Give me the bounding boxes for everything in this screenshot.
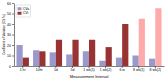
y-tick-mark bbox=[12, 3, 14, 4]
x-tick-label: 1d bbox=[54, 68, 58, 72]
x-tick: 8 wk(1) bbox=[133, 66, 144, 72]
x-tick: 1 wk(1) bbox=[83, 66, 94, 72]
legend-item: CVi bbox=[18, 11, 29, 15]
y-tick: 60 bbox=[7, 2, 14, 6]
legend-swatch bbox=[18, 7, 22, 10]
y-axis-line bbox=[14, 4, 15, 67]
y-tick-label: 20 bbox=[7, 44, 11, 48]
bar bbox=[122, 24, 128, 66]
x-axis: 1 hr 10hr 1d 5d 1 wk(1) 1 wk(2) 6 w 8 wk(1) 8 wk… bbox=[15, 66, 165, 72]
bar bbox=[116, 58, 122, 66]
y-tick-label: 30 bbox=[7, 33, 11, 37]
y-tick-label: 40 bbox=[7, 23, 11, 27]
legend-swatch bbox=[18, 12, 22, 15]
legend-item: CVa bbox=[18, 7, 30, 11]
x-tick: 6 w bbox=[119, 66, 125, 72]
bar bbox=[16, 45, 22, 66]
x-tick: 1 hr bbox=[20, 66, 27, 72]
bar bbox=[56, 40, 62, 66]
y-tick-mark bbox=[12, 45, 14, 46]
bar bbox=[155, 8, 161, 66]
y-tick-mark bbox=[12, 35, 14, 36]
y-tick-label: 0 bbox=[9, 65, 11, 69]
x-tick: 10hr bbox=[36, 66, 44, 72]
y-tick: 50 bbox=[7, 12, 14, 16]
x-tick-label: 8 wk(2) bbox=[150, 68, 161, 72]
bar bbox=[99, 61, 105, 66]
y-tick: 0 bbox=[9, 65, 14, 69]
y-tick-mark bbox=[12, 66, 14, 67]
legend-frame bbox=[16, 5, 31, 17]
bars bbox=[16, 8, 161, 66]
chart: 1 hr 10hr 1d 5d 1 wk(1) 1 wk(2) 6 w 8 wk(1) 8 wk… bbox=[0, 0, 167, 80]
x-tick-label: 8 wk(1) bbox=[133, 68, 144, 72]
y-axis: 0 10 20 30 40 50 60 bbox=[7, 2, 14, 69]
x-tick-label: 1 hr bbox=[20, 68, 27, 72]
y-tick: 30 bbox=[7, 33, 14, 37]
bar bbox=[72, 40, 78, 66]
y-tick-mark bbox=[12, 14, 14, 15]
bar bbox=[133, 56, 139, 67]
bar bbox=[139, 19, 145, 66]
x-tick-label: 1 wk(1) bbox=[83, 68, 94, 72]
bar bbox=[149, 59, 155, 66]
bar bbox=[106, 47, 112, 66]
x-tick: 1 wk(2) bbox=[100, 66, 111, 72]
y-tick-label: 60 bbox=[7, 2, 11, 6]
y-tick-mark bbox=[12, 24, 14, 25]
legend-label: CVi bbox=[23, 11, 29, 15]
bar bbox=[33, 50, 39, 66]
x-tick: 1d bbox=[54, 66, 58, 72]
plot: 1 hr 10hr 1d 5d 1 wk(1) 1 wk(2) 6 w 8 wk(1) 8 wk… bbox=[7, 2, 164, 73]
bar bbox=[89, 40, 95, 66]
y-tick-label: 50 bbox=[7, 12, 11, 16]
x-axis-line bbox=[15, 66, 165, 67]
y-axis-title: Coefficient of Variation (CV %) bbox=[2, 14, 6, 54]
y-tick: 40 bbox=[7, 23, 14, 27]
y-tick-label: 10 bbox=[7, 54, 11, 58]
bar bbox=[66, 54, 72, 66]
bar bbox=[83, 51, 89, 66]
x-tick-label: 1 wk(2) bbox=[100, 68, 111, 72]
legend: CVaCVi bbox=[16, 5, 31, 17]
x-tick: 8 wk(2) bbox=[150, 66, 161, 72]
x-axis-title: Measurement Interval bbox=[70, 74, 109, 79]
bar bbox=[50, 52, 56, 66]
legend-label: CVa bbox=[23, 7, 30, 11]
x-tick: 5d bbox=[70, 66, 74, 72]
x-tick-label: 5d bbox=[70, 68, 74, 72]
y-tick: 10 bbox=[7, 54, 14, 58]
x-tick-label: 10hr bbox=[36, 68, 44, 72]
y-tick-mark bbox=[12, 56, 14, 57]
bar bbox=[23, 58, 29, 66]
x-tick-label: 6 w bbox=[119, 68, 125, 72]
y-tick: 20 bbox=[7, 44, 14, 48]
bar bbox=[39, 51, 45, 66]
